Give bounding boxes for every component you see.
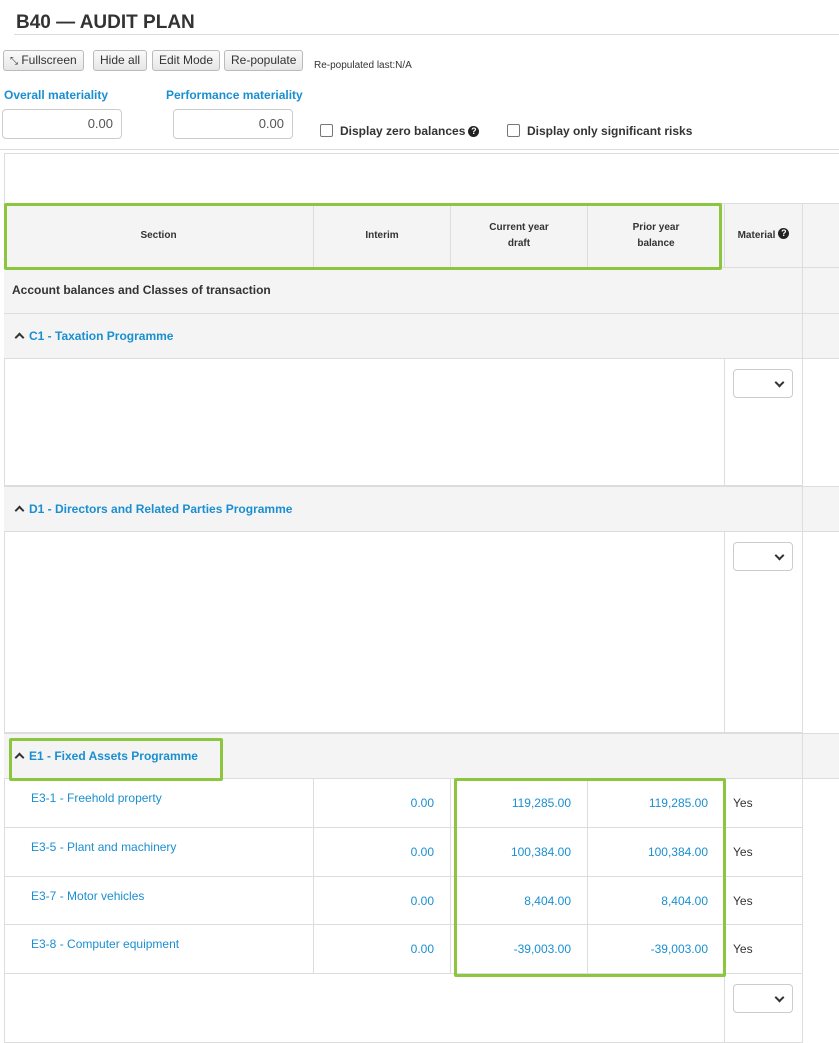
header-section: Section <box>4 203 314 268</box>
prior-year-cell: -39,003.00 <box>588 925 725 974</box>
interim-cell: 0.00 <box>314 925 451 974</box>
current-year-cell: -39,003.00 <box>451 925 588 974</box>
page-title: B40 — AUDIT PLAN <box>16 12 195 33</box>
material-select[interactable] <box>733 369 793 398</box>
performance-materiality-input[interactable]: 0.00 <box>173 109 293 139</box>
group-title[interactable]: D1 - Directors and Related Parties Progr… <box>14 502 292 516</box>
table-row-section[interactable]: E3-7 - Motor vehicles <box>4 877 314 925</box>
prior-year-cell: 100,384.00 <box>588 828 725 877</box>
divider <box>0 149 839 150</box>
help-icon[interactable]: ? <box>468 126 480 137</box>
prior-year-cell: 8,404.00 <box>588 877 725 925</box>
header-current-year: Current year draft <box>451 203 588 268</box>
chevron-up-icon <box>14 752 25 763</box>
table-row-section[interactable]: E3-1 - Freehold property <box>4 779 314 828</box>
zero-balances-label: Display zero balances? <box>340 124 480 138</box>
interim-cell: 0.00 <box>314 779 451 828</box>
group-d1[interactable]: D1 - Directors and Related Parties Progr… <box>4 486 839 532</box>
prior-year-cell: 119,285.00 <box>588 779 725 828</box>
material-cell <box>725 532 803 733</box>
category-title: Account balances and Classes of transact… <box>12 283 271 297</box>
material-cell: Yes <box>725 779 803 828</box>
current-year-cell: 100,384.00 <box>451 828 588 877</box>
fullscreen-label: Fullscreen <box>21 53 77 67</box>
material-select[interactable] <box>733 984 793 1013</box>
interim-cell: 0.00 <box>314 828 451 877</box>
material-cell: Yes <box>725 828 803 877</box>
repopulated-status: Re-populated last:N/A <box>314 60 412 71</box>
fullscreen-button[interactable]: ⤡ Fullscreen <box>3 50 84 71</box>
group-title[interactable]: E1 - Fixed Assets Programme <box>14 749 198 763</box>
zero-balances-checkbox[interactable] <box>320 124 333 137</box>
significant-risks-label: Display only significant risks <box>527 124 693 138</box>
current-year-cell: 8,404.00 <box>451 877 588 925</box>
hide-all-button[interactable]: Hide all <box>93 50 148 71</box>
group-title[interactable]: C1 - Taxation Programme <box>14 329 173 343</box>
material-cell: Yes <box>725 877 803 925</box>
audit-plan-table <box>4 153 839 1043</box>
overall-materiality-label: Overall materiality <box>4 88 109 102</box>
category-row: Account balances and Classes of transact… <box>4 268 839 314</box>
divider <box>14 34 839 35</box>
fullscreen-icon: ⤡ <box>10 56 18 67</box>
group-body <box>4 974 725 1043</box>
current-year-cell: 119,285.00 <box>451 779 588 828</box>
overall-materiality-input[interactable]: 0.00 <box>2 109 122 139</box>
table-row-section[interactable]: E3-5 - Plant and machinery <box>4 828 314 877</box>
group-c1[interactable]: C1 - Taxation Programme <box>4 313 839 359</box>
material-select[interactable] <box>733 542 793 571</box>
material-cell <box>725 359 803 486</box>
help-icon[interactable]: ? <box>778 228 790 239</box>
performance-materiality-label: Performance materiality <box>166 88 303 102</box>
edit-mode-button[interactable]: Edit Mode <box>152 50 221 71</box>
header-interim: Interim <box>314 203 451 268</box>
material-cell: Yes <box>725 925 803 974</box>
group-body <box>4 359 725 486</box>
header-material: Material? <box>725 203 803 268</box>
chevron-up-icon <box>14 332 25 343</box>
header-prior-year: Prior year balance <box>588 203 725 268</box>
interim-cell: 0.00 <box>314 877 451 925</box>
significant-risks-checkbox[interactable] <box>507 124 520 137</box>
chevron-up-icon <box>14 505 25 516</box>
table-row-section[interactable]: E3-8 - Computer equipment <box>4 925 314 974</box>
header-extra <box>803 203 839 268</box>
group-e1[interactable]: E1 - Fixed Assets Programme <box>4 733 839 779</box>
repopulate-button[interactable]: Re-populate <box>224 50 304 71</box>
group-body <box>4 532 725 733</box>
